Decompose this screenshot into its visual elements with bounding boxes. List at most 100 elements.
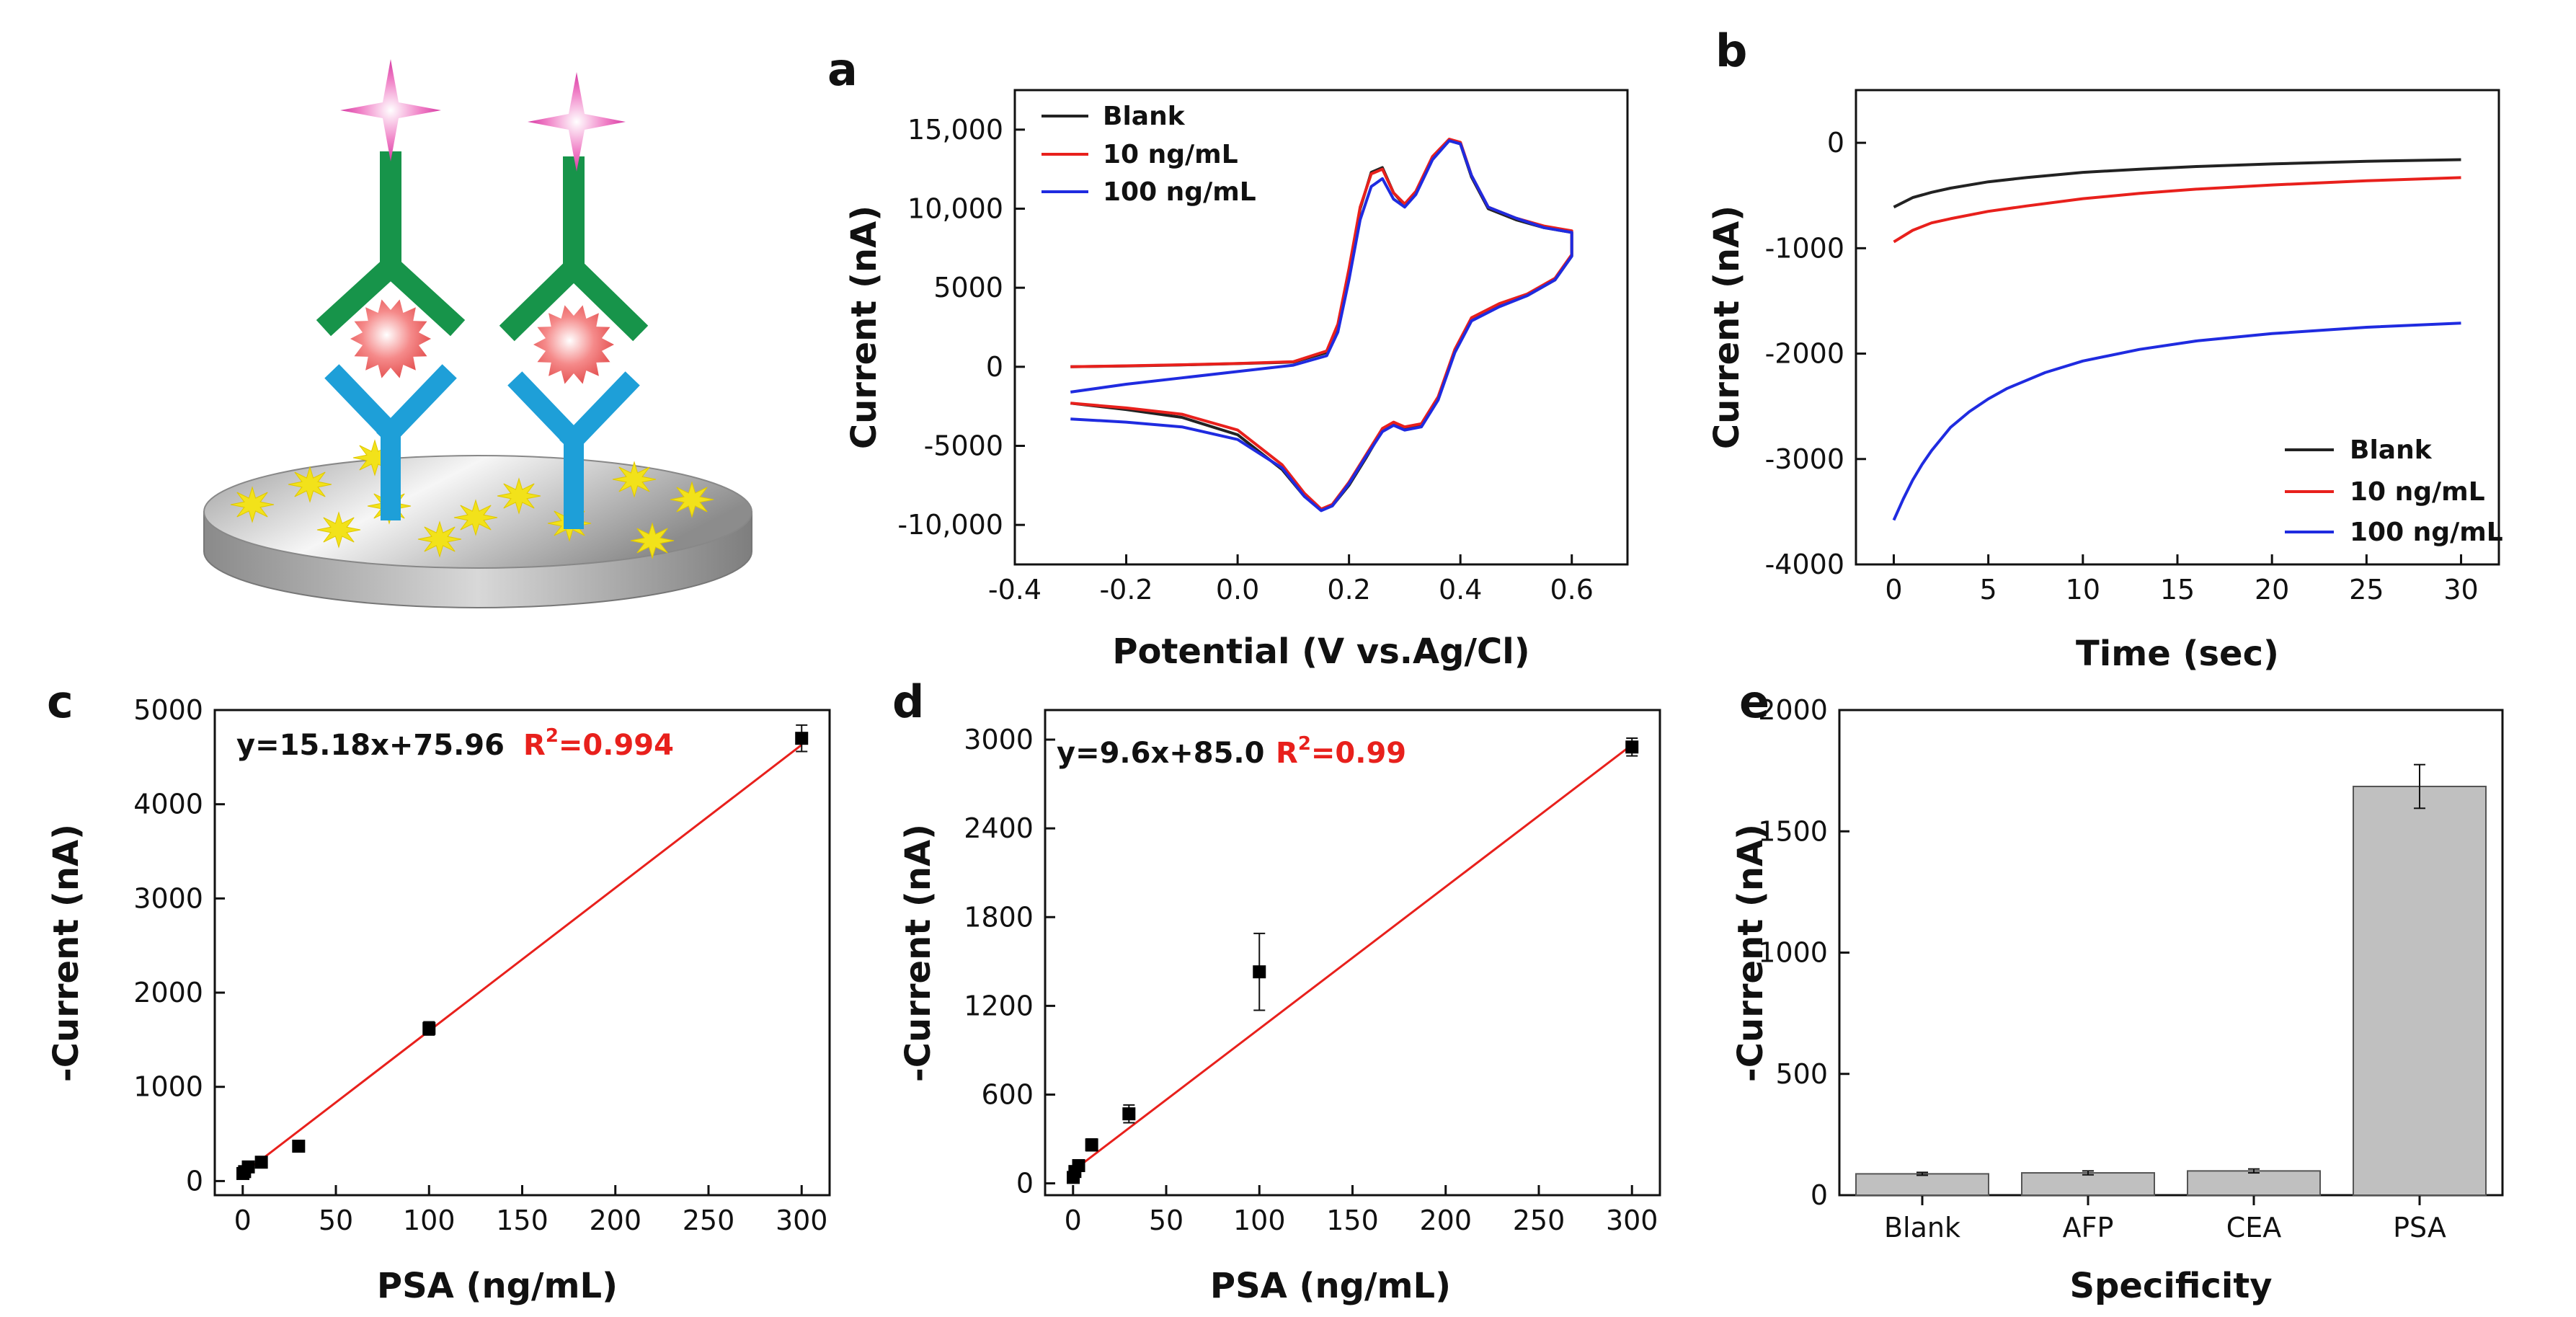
panel-e-ylabel: -Current (nA) xyxy=(1731,824,1771,1082)
x-tick-label: 50 xyxy=(1149,1205,1183,1236)
panel-e-axes: 0 500 1000 1500 2000 Blank AFP CEA PSA xyxy=(1758,694,2446,1243)
legend-label-10: 10 ng/mL xyxy=(2350,477,2485,507)
x-tick-label: 200 xyxy=(589,1205,641,1236)
x-tick-label: 250 xyxy=(1513,1205,1565,1236)
fit-line xyxy=(241,744,803,1175)
series-line-0 xyxy=(1893,158,2461,209)
label-tag-icon xyxy=(340,59,441,161)
bar-blank xyxy=(1855,1173,1989,1196)
data-point xyxy=(241,1160,255,1174)
y-tick-label: 2000 xyxy=(1758,694,1828,726)
series-line-1 xyxy=(1893,176,2461,244)
y-tick-label: 0 xyxy=(1016,1168,1034,1200)
panel-label-d: d xyxy=(892,675,924,728)
legend-label-10: 10 ng/mL xyxy=(1103,140,1238,169)
y-tick-label: -4000 xyxy=(1765,549,1844,580)
panel-e-specificity-chart: 0 500 1000 1500 2000 Blank AFP CEA PSA Specifici… xyxy=(1731,694,2504,1306)
r2-prefix: R xyxy=(1276,737,1298,770)
y-tick-label: -3000 xyxy=(1765,443,1844,475)
x-tick-label: 150 xyxy=(1326,1205,1379,1236)
antibody-conjugate-right xyxy=(499,72,649,529)
data-point xyxy=(1625,740,1639,754)
x-tick-label: 15 xyxy=(2160,574,2195,606)
nanoparticle-star-icon xyxy=(417,520,462,558)
y-tick-label: 3000 xyxy=(133,882,203,914)
panel-b-xlabel: Time (sec) xyxy=(2076,634,2279,674)
panel-a-ylabel: Current (nA) xyxy=(844,205,884,449)
panel-d-equation: y=9.6x+85.0 xyxy=(1057,737,1264,770)
x-tick-label: 0.0 xyxy=(1216,574,1259,606)
panel-d-points xyxy=(1067,737,1639,1184)
capture-antibody-icon xyxy=(507,371,640,529)
panel-b-legend: Blank 10 ng/mL 100 ng/mL xyxy=(2285,435,2503,547)
nanoparticle-star-icon xyxy=(230,486,275,523)
y-tick-label: 0 xyxy=(1827,127,1844,159)
antibody-conjugate-left xyxy=(316,59,466,520)
x-tick-label: 0 xyxy=(234,1205,252,1236)
data-point xyxy=(795,732,809,745)
panel-c-r-squared: R2=0.994 xyxy=(523,725,674,762)
series-line-2 xyxy=(1070,139,1573,513)
panel-c-equation: y=15.18x+75.96 xyxy=(236,729,505,762)
panel-a-frame xyxy=(1013,89,1629,566)
panel-label-a: a xyxy=(827,43,858,96)
y-tick-label: 5000 xyxy=(133,694,203,726)
bar-afp xyxy=(2021,1172,2155,1196)
r2-value: =0.994 xyxy=(559,729,674,762)
legend-label-100: 100 ng/mL xyxy=(1103,177,1256,207)
legend-label-blank: Blank xyxy=(1103,102,1186,131)
x-tick-label: 0 xyxy=(1885,574,1902,606)
data-point xyxy=(422,1021,436,1035)
panel-c-points xyxy=(236,724,809,1180)
panel-b-axes: 0 5 10 15 20 25 30 -4000 -3000 -2000 -1000 0 xyxy=(1765,127,2479,606)
y-tick-label: 0 xyxy=(186,1165,203,1197)
immunosensor-schematic xyxy=(203,59,752,608)
y-tick-label: 1800 xyxy=(964,901,1034,933)
series-line-2 xyxy=(1892,322,2461,521)
x-tick-label: 0.2 xyxy=(1327,574,1370,606)
x-tick-label: 100 xyxy=(403,1205,456,1236)
panel-a-cv-chart: -0.4 -0.2 0.0 0.2 0.4 0.6 -10,000 -5000 0 5000 10,… xyxy=(844,89,1629,672)
x-tick-label: 10 xyxy=(2066,574,2100,606)
y-tick-label: -2000 xyxy=(1765,338,1844,370)
psa-antigen-icon xyxy=(533,305,614,384)
y-tick-label: 1200 xyxy=(964,990,1034,1021)
r2-prefix: R xyxy=(523,729,546,762)
data-point xyxy=(1072,1158,1085,1172)
panel-a-axes: -0.4 -0.2 0.0 0.2 0.4 0.6 -10,000 -5000 0 5000 10,… xyxy=(897,114,1594,606)
y-tick-label: 5000 xyxy=(933,272,1003,303)
data-point xyxy=(1253,965,1266,979)
y-tick-label: 0 xyxy=(986,351,1003,383)
panel-label-b: b xyxy=(1715,25,1747,77)
x-tick-label: 0 xyxy=(1065,1205,1082,1236)
panel-c-calibration-chart: 0 50 100 150 200 250 300010002000300040005000 … xyxy=(46,694,831,1306)
r2-superscript: 2 xyxy=(1298,733,1311,755)
x-tick-label: PSA xyxy=(2393,1212,2446,1243)
y-tick-label: 15,000 xyxy=(907,114,1003,146)
bar-cea xyxy=(2187,1170,2321,1196)
y-tick-label: 10,000 xyxy=(907,193,1003,225)
y-tick-label: -5000 xyxy=(924,430,1003,462)
psa-antigen-icon xyxy=(350,299,431,378)
y-tick-label: 1000 xyxy=(1758,937,1828,969)
x-tick-label: -0.2 xyxy=(1099,574,1152,606)
y-tick-label: 4000 xyxy=(133,789,203,820)
x-tick-label: -0.4 xyxy=(988,574,1041,606)
x-tick-label: 300 xyxy=(776,1205,828,1236)
y-tick-label: -10,000 xyxy=(897,509,1003,541)
x-tick-label: 0.6 xyxy=(1550,574,1594,606)
data-point xyxy=(292,1140,306,1153)
nanoparticle-star-icon xyxy=(316,511,361,549)
y-tick-label: 2400 xyxy=(964,812,1034,844)
panel-a-xlabel: Potential (V vs.Ag/Cl) xyxy=(1112,631,1529,672)
x-tick-label: 150 xyxy=(496,1205,548,1236)
y-tick-label: 600 xyxy=(981,1078,1034,1110)
r2-superscript: 2 xyxy=(546,725,559,747)
panel-label-c: c xyxy=(47,675,74,728)
detection-antibody-icon xyxy=(499,156,649,342)
y-tick-label: 0 xyxy=(1811,1179,1828,1211)
bar-psa xyxy=(2353,785,2487,1197)
